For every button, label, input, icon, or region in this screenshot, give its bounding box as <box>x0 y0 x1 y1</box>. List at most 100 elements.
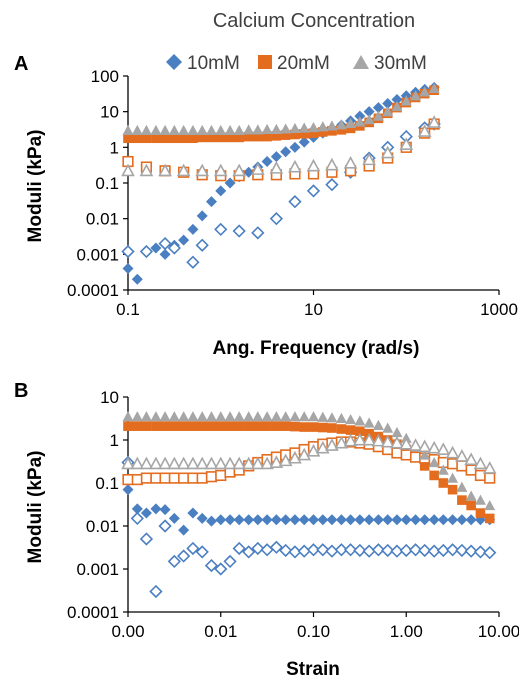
data-point <box>260 456 274 470</box>
data-point <box>242 545 256 559</box>
data-point <box>233 411 245 422</box>
data-point <box>243 411 255 422</box>
data-point <box>149 456 163 470</box>
data-point <box>195 545 209 559</box>
data-point <box>326 514 338 526</box>
data-point <box>150 503 162 515</box>
data-point <box>149 584 163 599</box>
data-point <box>196 210 208 222</box>
data-point <box>419 449 431 460</box>
data-point <box>399 543 413 558</box>
data-point <box>417 439 432 453</box>
data-point <box>131 124 143 135</box>
data-point <box>306 543 321 557</box>
data-point <box>325 178 339 192</box>
data-point <box>186 541 200 556</box>
data-point <box>437 464 449 475</box>
data-point <box>298 122 310 133</box>
panel-label-a: A <box>14 53 28 75</box>
data-point <box>484 472 496 484</box>
data-point <box>400 449 412 461</box>
data-point <box>141 133 152 144</box>
data-point <box>121 244 135 259</box>
data-point <box>380 434 395 448</box>
data-point <box>419 86 431 97</box>
data-point <box>176 163 191 177</box>
data-point <box>465 464 477 476</box>
data-point <box>140 472 153 484</box>
data-point <box>206 421 217 431</box>
data-point <box>391 514 403 526</box>
x-axis-title-b: Strain <box>286 659 340 680</box>
data-point <box>132 421 143 431</box>
data-point <box>482 461 497 474</box>
data-point <box>215 124 227 135</box>
data-point <box>399 436 414 450</box>
data-point <box>206 132 217 143</box>
data-point <box>151 133 161 144</box>
data-point <box>354 415 366 426</box>
data-point <box>186 456 200 470</box>
data-point <box>382 97 394 109</box>
data-point <box>465 490 477 501</box>
x-axis-title-a: Ang. Frequency (rad/s) <box>213 338 420 359</box>
data-point <box>250 456 265 470</box>
data-point <box>290 421 300 432</box>
data-point <box>298 136 310 148</box>
data-point <box>130 456 145 470</box>
data-point <box>223 456 237 470</box>
data-point <box>232 163 247 177</box>
data-point <box>343 543 358 557</box>
x-tick-label: 1000 <box>480 300 518 319</box>
data-point <box>418 543 432 558</box>
data-point <box>271 131 282 141</box>
data-point <box>326 412 338 423</box>
data-point <box>372 110 384 121</box>
data-point <box>178 124 190 135</box>
series-20mm-filled <box>123 421 495 524</box>
data-point <box>232 541 246 556</box>
data-point <box>241 456 256 470</box>
data-point <box>410 90 422 101</box>
data-point <box>390 435 404 449</box>
data-point <box>167 456 182 470</box>
data-point <box>178 472 190 484</box>
data-point <box>195 238 209 252</box>
data-point <box>445 543 460 557</box>
data-point <box>196 124 208 135</box>
data-point <box>380 145 395 159</box>
data-point <box>270 151 282 163</box>
data-point <box>195 163 210 177</box>
data-point <box>234 132 244 143</box>
data-point <box>168 124 180 135</box>
data-point <box>345 413 357 425</box>
data-point <box>150 242 162 254</box>
data-point <box>139 456 154 470</box>
data-point <box>224 411 236 422</box>
data-point <box>178 421 189 431</box>
data-point <box>317 121 329 132</box>
series-30mm-filled <box>122 82 440 135</box>
data-point <box>269 161 284 174</box>
data-point <box>289 411 301 422</box>
data-point <box>270 123 282 134</box>
data-point <box>150 411 162 422</box>
data-point <box>139 163 154 177</box>
data-point <box>308 128 319 138</box>
data-point <box>260 543 274 557</box>
data-point <box>253 421 263 431</box>
data-point <box>334 435 349 449</box>
data-point <box>363 514 375 526</box>
data-point <box>131 411 143 422</box>
y-tick-label: 1 <box>110 431 119 450</box>
data-point <box>345 123 356 134</box>
data-point <box>122 473 134 486</box>
data-point <box>158 519 172 533</box>
chart-panel-a: 0.0001 0.001 0.01 0.1 1 10 100 0.1 10 1000 <box>67 67 518 319</box>
data-point <box>391 100 403 112</box>
data-point <box>353 432 367 446</box>
data-point <box>150 124 162 135</box>
data-point <box>447 472 459 483</box>
data-point <box>308 514 319 526</box>
legend-marker-20mm <box>258 55 272 69</box>
